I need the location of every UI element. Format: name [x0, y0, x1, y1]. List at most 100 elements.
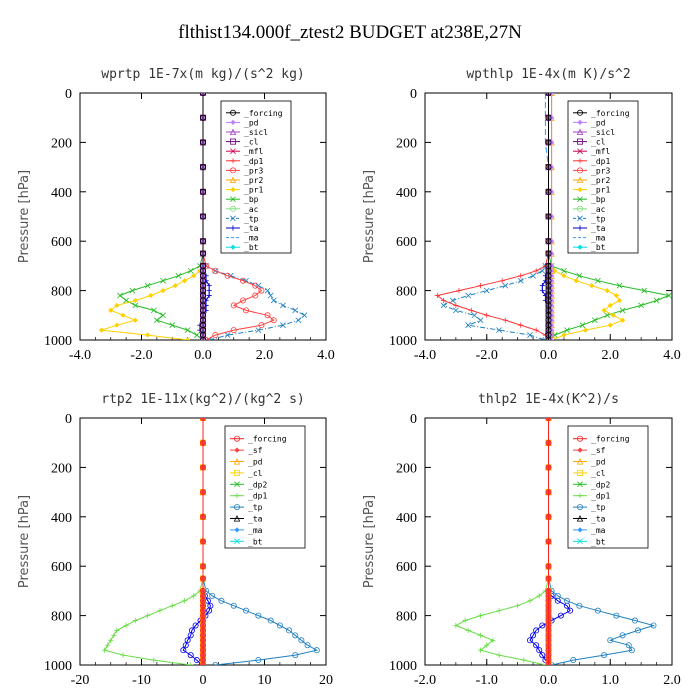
data-point — [199, 238, 206, 245]
data-point — [619, 307, 626, 314]
y-tick-label: 1000 — [389, 334, 417, 349]
legend-label: _bt — [591, 537, 606, 546]
data-point — [199, 139, 206, 146]
data-point — [527, 598, 533, 604]
data-point — [192, 622, 199, 629]
data-point — [209, 592, 216, 599]
data-point — [199, 489, 206, 496]
data-point — [619, 632, 626, 639]
y-tick-label: 600 — [396, 560, 417, 575]
data-point — [453, 622, 459, 629]
data-point — [483, 287, 490, 294]
data-point — [313, 647, 320, 654]
data-point — [533, 268, 539, 274]
legend-marker — [233, 435, 240, 442]
data-point — [199, 164, 206, 171]
data-point — [224, 272, 231, 279]
legend-label: _ta — [591, 515, 606, 524]
y-tick-label: 400 — [51, 511, 72, 526]
data-point — [545, 114, 552, 121]
data-point — [169, 603, 175, 609]
data-point — [496, 327, 502, 334]
data-point — [187, 267, 194, 274]
legend-marker — [576, 515, 584, 522]
legend-marker — [577, 196, 583, 203]
legend-marker — [234, 493, 240, 499]
data-point — [496, 652, 502, 658]
legend-marker — [577, 244, 583, 250]
legend-label: _ac — [591, 205, 606, 214]
legend-label: _cl — [248, 469, 263, 478]
legend-label: _bt — [248, 537, 263, 546]
data-point — [548, 273, 555, 279]
data-point — [132, 302, 139, 309]
legend-marker — [233, 504, 240, 511]
legend-label: _dp1 — [244, 157, 263, 166]
data-point — [545, 213, 552, 220]
y-tick-label: 600 — [51, 560, 72, 575]
data-point — [292, 652, 299, 659]
data-point — [230, 602, 237, 609]
data-point — [561, 267, 567, 274]
data-point — [188, 662, 194, 665]
x-tick-label: -1.0 — [476, 673, 498, 688]
legend-box — [224, 425, 306, 549]
data-point — [230, 302, 237, 309]
data-point — [548, 139, 555, 145]
legend-marker — [234, 538, 240, 545]
data-point — [548, 250, 555, 257]
data-point — [258, 322, 265, 329]
data-point — [557, 612, 564, 619]
data-point — [184, 327, 191, 334]
panel-1: wprtp 1E-7x(m kg)/(s^2 kg) Pressure [hPa]… — [17, 67, 335, 363]
y-tick-label: 200 — [396, 461, 417, 476]
data-point — [545, 418, 552, 421]
panel-3: rtp2 1E-11x(kg^2)/(kg^2 s) Pressure [hPa]… — [17, 392, 333, 688]
data-point — [548, 302, 555, 309]
data-point — [548, 263, 555, 269]
data-point — [120, 312, 126, 318]
legend: _forcing_pd_sicl_cl_mfl_dp1_pr3_pr2_pr1_… — [220, 100, 292, 254]
legend-label: _forcing — [591, 435, 630, 444]
panel-4: thlp2 1E-4x(K^2)/s Pressure [hPa] -2.0 -1.0… — [362, 392, 681, 688]
legend-marker — [577, 447, 583, 453]
data-point — [548, 93, 555, 96]
data-point — [301, 312, 308, 319]
legend-label: _cl — [591, 469, 606, 478]
legend-label: _sf — [591, 446, 606, 455]
data-point — [224, 332, 231, 338]
data-point — [157, 608, 163, 614]
data-point — [567, 607, 574, 614]
x-tick-label: -2.0 — [414, 673, 436, 688]
plot-area — [434, 93, 672, 340]
data-point — [123, 622, 129, 629]
data-point — [545, 238, 552, 245]
data-point — [548, 312, 555, 318]
data-point — [252, 282, 259, 289]
legend-marker — [577, 215, 583, 222]
data-point — [206, 337, 213, 340]
legend-marker — [233, 515, 241, 522]
legend-marker — [230, 244, 236, 250]
legend-label: _ta — [244, 224, 259, 233]
x-tick-label: 0.0 — [540, 673, 558, 688]
x-tick-label: -2.0 — [476, 348, 498, 363]
data-point — [601, 652, 608, 659]
data-point — [199, 439, 206, 446]
data-point — [530, 272, 536, 279]
x-tick-label: 1.0 — [602, 673, 620, 688]
data-point — [206, 292, 212, 299]
data-point — [666, 292, 672, 299]
series-line-dp1 — [103, 418, 204, 665]
legend-label: _ma — [591, 526, 606, 535]
data-point — [160, 312, 166, 319]
data-point — [616, 297, 623, 304]
legend-label: _pr3 — [244, 166, 263, 175]
data-point — [465, 627, 471, 634]
plot-area — [98, 93, 308, 340]
data-point — [187, 632, 194, 639]
data-point — [132, 317, 138, 323]
data-point — [490, 637, 496, 643]
legend-label: _pr1 — [591, 186, 610, 195]
